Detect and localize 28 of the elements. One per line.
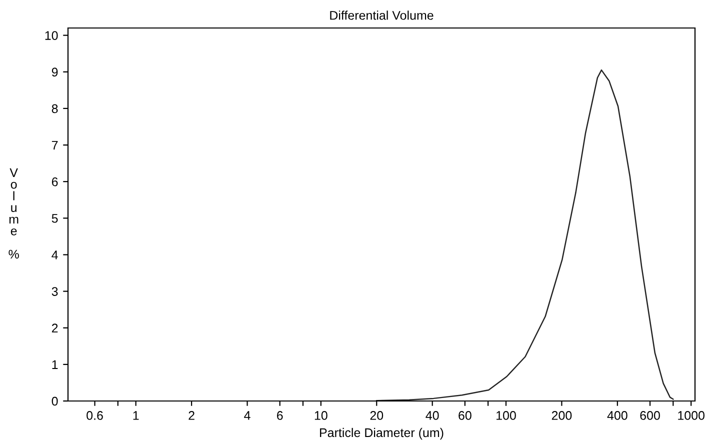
x-tick-label: 400 — [607, 411, 628, 420]
y-tick-label: 10 — [45, 31, 58, 40]
x-tick-label: 10 — [314, 411, 328, 420]
x-tick-label: 60 — [458, 411, 472, 420]
y-tick-label: 6 — [52, 177, 58, 186]
y-axis-title: Volume % — [8, 168, 19, 259]
x-tick-label: 40 — [426, 411, 439, 420]
x-tick-label: 0.6 — [86, 411, 103, 420]
x-tick-label: 200 — [552, 411, 572, 420]
x-axis-title: Particle Diameter (um) — [320, 428, 444, 440]
y-tick-label: 2 — [52, 324, 58, 332]
chart-title: Differential Volume — [330, 10, 434, 20]
x-tick-label: 1 — [133, 411, 139, 420]
x-tick-label: 4 — [244, 411, 250, 420]
x-tick-label: 600 — [640, 411, 660, 420]
x-tick-label: 1000 — [678, 411, 704, 420]
x-tick-label: 20 — [370, 411, 384, 420]
y-tick-label: 5 — [52, 214, 58, 223]
y-tick-label: 8 — [52, 104, 58, 114]
y-tick-label: 4 — [52, 250, 58, 260]
y-tick-label: 9 — [52, 68, 58, 77]
x-tick-label: 6 — [277, 411, 283, 420]
y-tick-label: 1 — [52, 360, 58, 369]
x-tick-label: 2 — [188, 411, 194, 420]
x-tick-label: 100 — [496, 411, 516, 420]
y-tick-label: 3 — [52, 287, 58, 296]
y-tick-label: 7 — [52, 140, 58, 150]
y-tick-label: 0 — [52, 396, 58, 406]
